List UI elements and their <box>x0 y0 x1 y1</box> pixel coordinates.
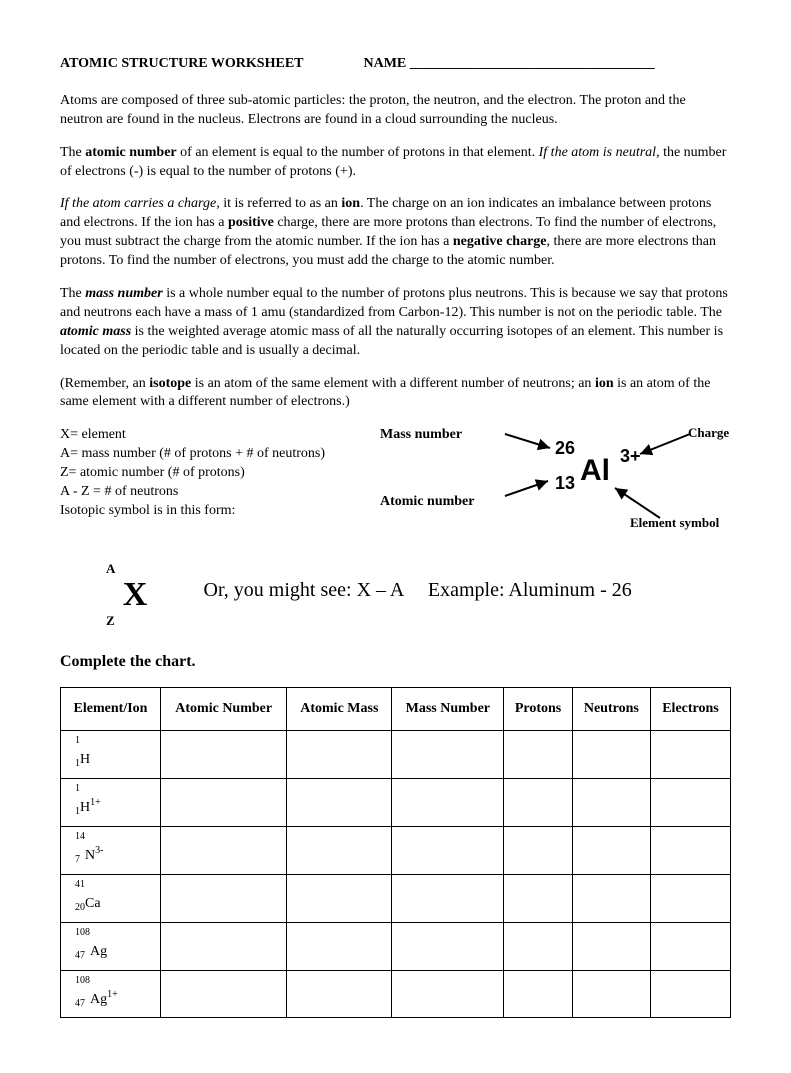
paragraph-ion: If the atom carries a charge, it is refe… <box>60 195 731 271</box>
symbol-form-row: A X Z Or, you might see: X – A Example: … <box>60 552 731 629</box>
cell-blank[interactable] <box>572 874 650 922</box>
example-text: Example: Aluminum - 26 <box>428 577 632 604</box>
cell-element-ion: 11H <box>61 731 161 779</box>
cell-blank[interactable] <box>504 970 572 1018</box>
cell-blank[interactable] <box>572 922 650 970</box>
cell-blank[interactable] <box>650 874 730 922</box>
cell-blank[interactable] <box>572 826 650 874</box>
cell-blank[interactable] <box>504 826 572 874</box>
cell-blank[interactable] <box>287 970 392 1018</box>
element-symbol-label: Element symbol <box>630 514 719 532</box>
table-row: 10847Ag1+ <box>61 970 731 1018</box>
cell-blank[interactable] <box>650 922 730 970</box>
isotopic-symbol-block: A X Z <box>100 560 170 629</box>
charge-label: Charge <box>688 424 729 442</box>
cell-blank[interactable] <box>572 970 650 1018</box>
cell-element-ion: 10847Ag1+ <box>61 970 161 1018</box>
cell-blank[interactable] <box>161 874 287 922</box>
cell-blank[interactable] <box>161 731 287 779</box>
table-row: 11H <box>61 731 731 779</box>
cell-element-ion: 10847Ag <box>61 922 161 970</box>
cell-blank[interactable] <box>572 778 650 826</box>
notation-labels-col: Mass number Atomic number <box>380 426 500 546</box>
notation-element: Al <box>580 451 610 492</box>
mass-number-label: Mass number <box>380 426 500 445</box>
paragraph-atomic-number: The atomic number of an element is equal… <box>60 144 731 182</box>
notation-mass-value: 26 <box>555 436 575 460</box>
cell-blank[interactable] <box>504 731 572 779</box>
cell-blank[interactable] <box>392 731 504 779</box>
cell-blank[interactable] <box>287 874 392 922</box>
cell-blank[interactable] <box>504 922 572 970</box>
or-text: Or, you might see: X – A <box>204 577 405 604</box>
notation-diagram: 26 13 Al 3+ Charge Element symbol <box>500 426 730 546</box>
table-row: 147N3- <box>61 826 731 874</box>
complete-chart-heading: Complete the chart. <box>60 651 731 673</box>
cell-blank[interactable] <box>650 826 730 874</box>
cell-blank[interactable] <box>572 731 650 779</box>
cell-blank[interactable] <box>504 874 572 922</box>
paragraph-intro: Atoms are composed of three sub-atomic p… <box>60 92 731 130</box>
col-neutrons: Neutrons <box>572 688 650 731</box>
cell-blank[interactable] <box>392 874 504 922</box>
col-protons: Protons <box>504 688 572 731</box>
cell-blank[interactable] <box>161 970 287 1018</box>
cell-element-ion: 11H1+ <box>61 778 161 826</box>
cell-blank[interactable] <box>161 778 287 826</box>
cell-blank[interactable] <box>392 778 504 826</box>
cell-blank[interactable] <box>650 778 730 826</box>
worksheet-title: ATOMIC STRUCTURE WORKSHEET <box>60 55 360 74</box>
cell-element-ion: 147N3- <box>61 826 161 874</box>
cell-blank[interactable] <box>650 970 730 1018</box>
col-atomic-mass: Atomic Mass <box>287 688 392 731</box>
page-header: ATOMIC STRUCTURE WORKSHEET NAME ________… <box>60 55 731 74</box>
col-electrons: Electrons <box>650 688 730 731</box>
name-field-label: NAME ___________________________________ <box>364 55 655 74</box>
chart-table: Element/Ion Atomic Number Atomic Mass Ma… <box>60 687 731 1018</box>
cell-blank[interactable] <box>287 778 392 826</box>
cell-element-ion: 4120Ca <box>61 874 161 922</box>
cell-blank[interactable] <box>161 826 287 874</box>
cell-blank[interactable] <box>287 922 392 970</box>
table-row: 11H1+ <box>61 778 731 826</box>
paragraph-isotope: (Remember, an isotope is an atom of the … <box>60 375 731 413</box>
cell-blank[interactable] <box>287 731 392 779</box>
cell-blank[interactable] <box>392 922 504 970</box>
atomic-number-label: Atomic number <box>380 493 500 512</box>
paragraph-mass-number: The mass number is a whole number equal … <box>60 285 731 361</box>
col-element-ion: Element/Ion <box>61 688 161 731</box>
cell-blank[interactable] <box>392 970 504 1018</box>
table-row: 4120Ca <box>61 874 731 922</box>
cell-blank[interactable] <box>392 826 504 874</box>
col-mass-number: Mass Number <box>392 688 504 731</box>
notation-atomic-value: 13 <box>555 471 575 495</box>
table-row: 10847Ag <box>61 922 731 970</box>
cell-blank[interactable] <box>650 731 730 779</box>
cell-blank[interactable] <box>161 922 287 970</box>
table-header-row: Element/Ion Atomic Number Atomic Mass Ma… <box>61 688 731 731</box>
legend-row: X= element A= mass number (# of protons … <box>60 426 731 546</box>
legend-definitions: X= element A= mass number (# of protons … <box>60 426 380 546</box>
notation-charge: 3+ <box>620 444 641 468</box>
cell-blank[interactable] <box>287 826 392 874</box>
col-atomic-number: Atomic Number <box>161 688 287 731</box>
cell-blank[interactable] <box>504 778 572 826</box>
